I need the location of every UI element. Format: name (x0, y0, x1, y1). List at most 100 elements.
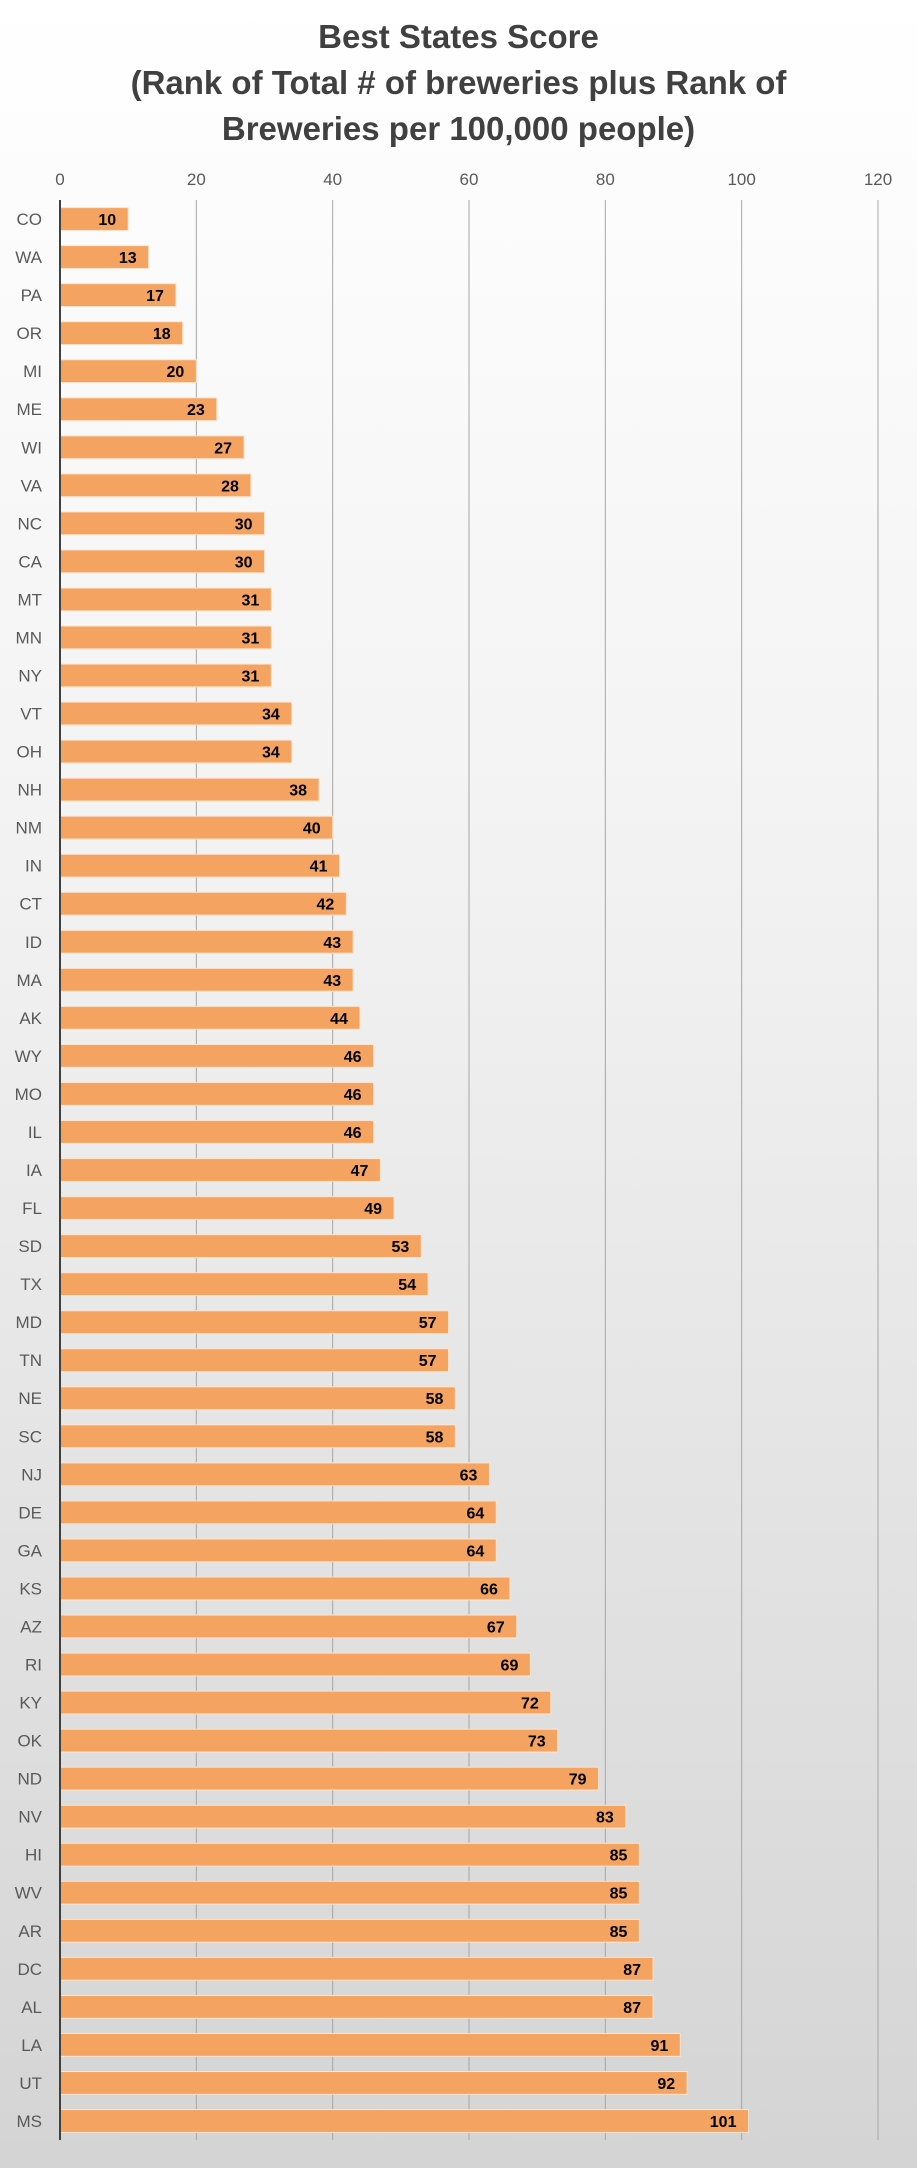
data-label-VA: 28 (221, 478, 239, 495)
category-label-GA: GA (17, 1541, 42, 1560)
category-label-DE: DE (18, 1503, 42, 1522)
data-label-MT: 31 (242, 592, 260, 609)
data-label-NE: 58 (426, 1391, 444, 1408)
category-label-ME: ME (17, 400, 43, 419)
data-label-KY: 72 (521, 1696, 539, 1713)
category-label-KY: KY (19, 1694, 42, 1713)
data-label-CO: 10 (98, 212, 116, 229)
category-label-VT: VT (20, 705, 42, 724)
x-tick-label-60: 60 (460, 170, 479, 189)
category-label-NV: NV (18, 1808, 42, 1827)
category-label-SC: SC (18, 1427, 42, 1446)
category-label-AL: AL (21, 1998, 42, 2017)
bar-TX (59, 1272, 429, 1297)
data-label-MS: 101 (710, 2114, 737, 2131)
bar-TN (59, 1348, 450, 1373)
category-label-IL: IL (28, 1123, 42, 1142)
bar-HI (59, 1842, 640, 1867)
data-label-CA: 30 (235, 554, 253, 571)
bar-MS (59, 2109, 749, 2133)
x-tick-label-0: 0 (55, 170, 64, 189)
category-label-ND: ND (17, 1770, 42, 1789)
data-label-AR: 85 (610, 1924, 628, 1941)
category-label-AK: AK (19, 1009, 42, 1028)
data-label-WY: 46 (344, 1049, 362, 1066)
bar-ID (59, 929, 354, 954)
data-label-PA: 17 (146, 288, 164, 305)
category-label-NH: NH (17, 781, 42, 800)
data-label-ME: 23 (187, 402, 205, 419)
data-label-KS: 66 (480, 1581, 498, 1598)
data-label-FL: 49 (364, 1201, 382, 1218)
data-label-MD: 57 (419, 1315, 437, 1332)
bar-ND (59, 1766, 600, 1791)
bar-IN (59, 853, 340, 878)
bar-KS (59, 1576, 511, 1601)
bar-AZ (59, 1614, 518, 1639)
data-label-IA: 47 (351, 1163, 369, 1180)
bar-NE (59, 1386, 456, 1411)
category-label-OR: OR (17, 324, 43, 343)
category-label-AR: AR (18, 1922, 42, 1941)
x-tick-label-20: 20 (187, 170, 206, 189)
bar-MO (59, 1082, 375, 1106)
category-label-AZ: AZ (20, 1617, 42, 1636)
bar-OK (59, 1728, 559, 1753)
bar-KY (59, 1690, 552, 1715)
category-label-WV: WV (15, 1884, 43, 1903)
bar-NJ (59, 1462, 490, 1487)
bar-UT (59, 2071, 688, 2095)
category-label-MO: MO (15, 1085, 42, 1104)
category-label-VA: VA (21, 476, 43, 495)
category-label-UT: UT (19, 2074, 42, 2093)
category-label-RI: RI (25, 1656, 42, 1675)
category-label-MI: MI (23, 362, 42, 381)
data-label-NV: 83 (596, 1810, 614, 1827)
category-label-MA: MA (17, 971, 43, 990)
bar-OH (59, 739, 293, 764)
category-label-MT: MT (17, 590, 42, 609)
bar-WV (59, 1880, 640, 1905)
data-label-TX: 54 (398, 1277, 416, 1294)
data-label-GA: 64 (466, 1543, 484, 1560)
bar-MA (59, 967, 354, 992)
title-line-1: Best States Score (318, 18, 599, 55)
bar-DC (59, 1956, 654, 1981)
bar-SD (59, 1234, 422, 1258)
category-label-NE: NE (18, 1389, 42, 1408)
category-label-SD: SD (18, 1237, 42, 1256)
data-label-NY: 31 (242, 668, 260, 685)
category-label-CO: CO (17, 210, 43, 229)
bar-MD (59, 1310, 450, 1335)
bar-LA (59, 2032, 681, 2057)
data-label-RI: 69 (501, 1658, 519, 1675)
category-label-WY: WY (15, 1047, 42, 1066)
data-label-NM: 40 (303, 821, 321, 838)
category-label-NJ: NJ (21, 1465, 42, 1484)
category-label-WA: WA (15, 248, 42, 267)
data-label-OK: 73 (528, 1734, 546, 1751)
x-tick-label-100: 100 (727, 170, 755, 189)
data-label-ID: 43 (323, 935, 341, 952)
category-label-NY: NY (18, 666, 42, 685)
data-label-SD: 53 (391, 1239, 409, 1256)
category-label-TN: TN (19, 1351, 42, 1370)
data-label-NC: 30 (235, 516, 253, 533)
category-label-DC: DC (17, 1960, 42, 1979)
bar-SC (59, 1424, 456, 1449)
bar-RI (59, 1652, 531, 1677)
category-label-ID: ID (25, 933, 42, 952)
bar-DE (59, 1500, 497, 1525)
data-label-VT: 34 (262, 707, 280, 724)
data-label-WA: 13 (119, 250, 137, 267)
data-label-LA: 91 (651, 2038, 669, 2055)
category-label-MN: MN (16, 628, 42, 647)
bar-AK (59, 1005, 361, 1030)
bar-MN (59, 625, 272, 650)
data-label-OR: 18 (153, 326, 171, 343)
x-tick-label-120: 120 (864, 170, 892, 189)
bar-AL (59, 1994, 654, 2019)
data-label-IL: 46 (344, 1125, 362, 1142)
category-label-CA: CA (18, 552, 42, 571)
